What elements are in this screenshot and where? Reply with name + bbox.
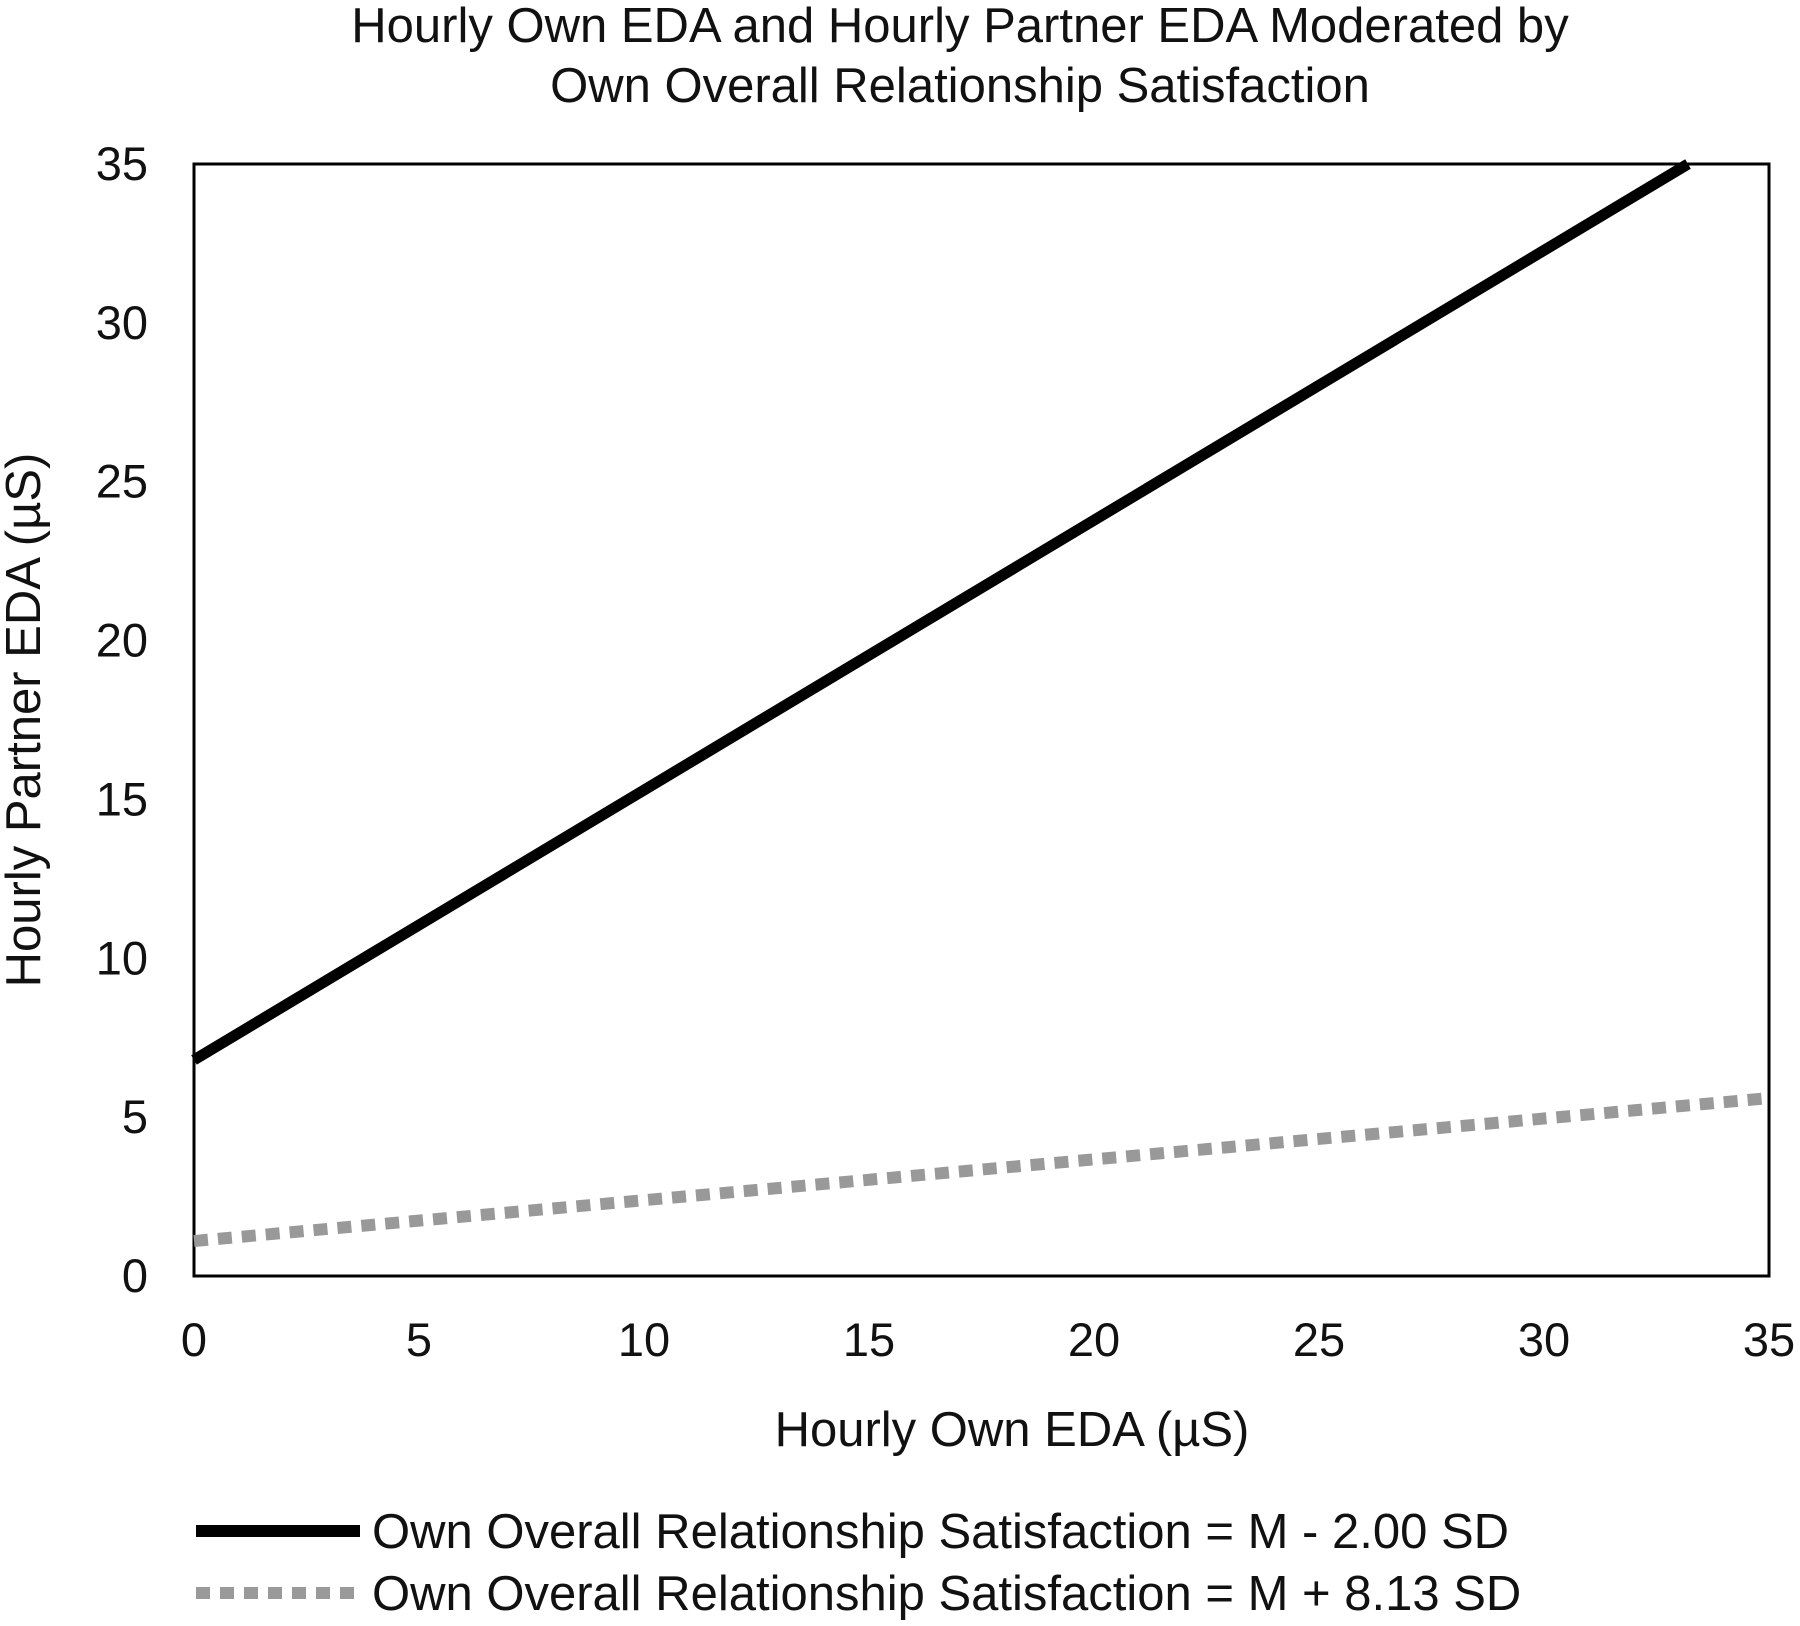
legend-label-dotted: Own Overall Relationship Satisfaction = … <box>372 1567 1521 1621</box>
series-layer <box>191 159 1770 1248</box>
y-tick-label: 25 <box>96 455 148 508</box>
y-axis-title: Hourly Partner EDA (µS) <box>0 453 51 988</box>
y-tick-label: 35 <box>96 137 148 190</box>
x-tick-label: 10 <box>618 1313 670 1366</box>
x-tick-label: 5 <box>406 1313 432 1366</box>
x-axis-ticks: 0 5 10 15 20 25 30 35 <box>181 1313 1795 1366</box>
x-tick-label: 35 <box>1743 1313 1795 1366</box>
x-tick-label: 0 <box>181 1313 207 1366</box>
series-line-solid <box>191 159 1691 1065</box>
x-tick-label: 25 <box>1293 1313 1345 1366</box>
x-tick-label: 15 <box>843 1313 895 1366</box>
y-tick-label: 15 <box>96 772 148 825</box>
plot-area-frame <box>192 162 1771 1278</box>
legend-label-solid: Own Overall Relationship Satisfaction = … <box>372 1505 1509 1559</box>
chart-title-line-2: Own Overall Relationship Satisfaction <box>550 59 1370 113</box>
y-tick-label: 0 <box>122 1249 148 1302</box>
x-axis-title: Hourly Own EDA (µS) <box>775 1403 1250 1457</box>
y-axis-ticks: 0 5 10 15 20 25 30 35 <box>96 137 148 1302</box>
legend: Own Overall Relationship Satisfaction = … <box>196 1505 1521 1621</box>
y-tick-label: 20 <box>96 614 148 667</box>
series-line-dotted <box>193 1092 1770 1248</box>
x-tick-label: 20 <box>1068 1313 1120 1366</box>
y-tick-label: 10 <box>96 931 148 984</box>
chart-title-line-1: Hourly Own EDA and Hourly Partner EDA Mo… <box>351 0 1569 53</box>
y-tick-label: 30 <box>96 296 148 349</box>
x-tick-label: 30 <box>1518 1313 1570 1366</box>
y-tick-label: 5 <box>122 1090 148 1143</box>
